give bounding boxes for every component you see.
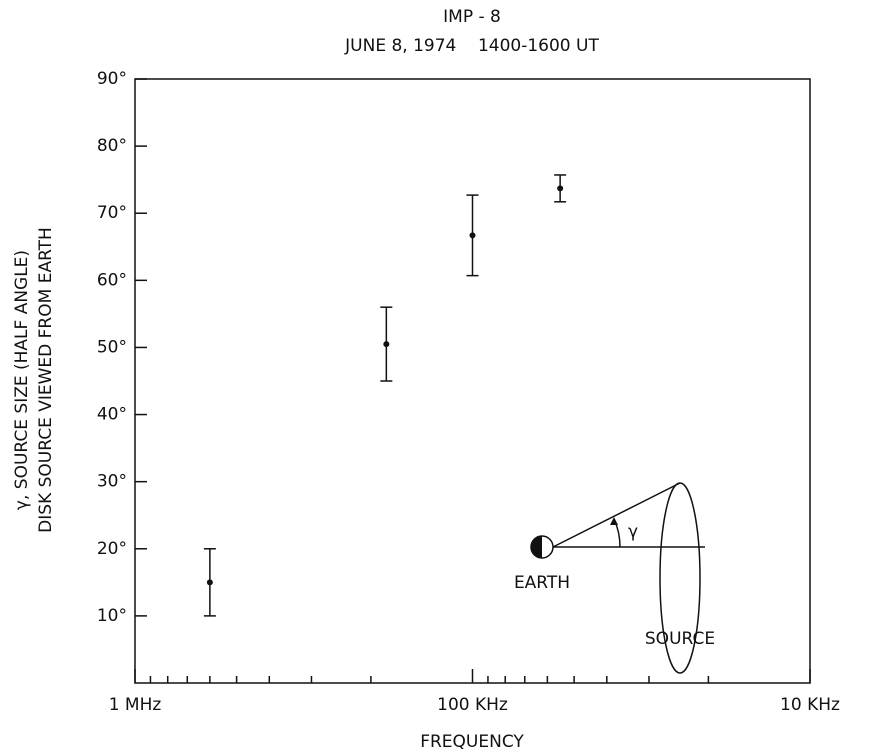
point [469,232,476,239]
angle-label: γ [628,522,638,542]
y-tick-label: 50° [97,337,127,357]
point [206,579,213,586]
earth-shadow [531,536,542,558]
x-tick-label: 10 KHz [780,695,840,715]
x-axis-label: FREQUENCY [420,732,524,752]
y-tick-label: 40° [97,405,127,425]
y-tick-label: 10° [97,606,127,626]
y-axis-label: DISK SOURCE VIEWED FROM EARTH [36,227,56,533]
point [557,185,564,192]
x-tick-label: 100 KHz [437,695,508,715]
arrow-head [610,517,618,525]
y-tick-label: 90° [97,69,127,89]
y-tick-label: 60° [97,270,127,290]
chart-title: IMP - 8 [443,7,501,27]
point [383,341,390,348]
y-tick-label: 20° [97,539,127,559]
source-disk [659,482,701,674]
y-axis-label: γ, SOURCE SIZE (HALF ANGLE) [12,250,32,510]
ray [552,482,681,548]
y-tick-label: 30° [97,472,127,492]
y-tick-label: 80° [97,136,127,156]
plot-frame [134,78,811,684]
earth-label: EARTH [514,573,570,593]
chart-subtitle: JUNE 8, 1974 1400-1600 UT [344,36,599,56]
y-tick-label: 70° [97,203,127,223]
x-tick-label: 1 MHz [109,695,162,715]
inset-diagram: EARTH SOURCE γ [514,482,715,674]
source-label: SOURCE [645,629,715,649]
